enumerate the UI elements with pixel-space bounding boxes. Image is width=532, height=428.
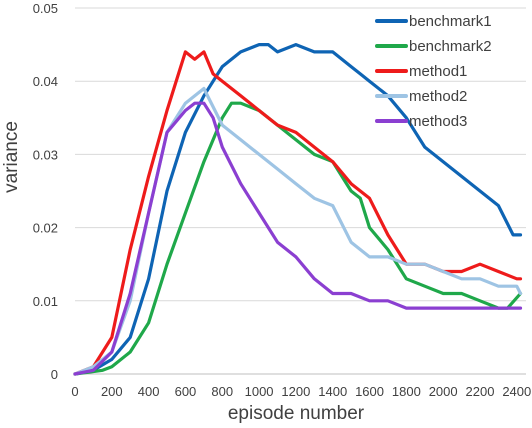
series-line-method3 (73, 101, 523, 376)
y-tick-label: 0.05 (33, 1, 58, 16)
y-tick-label: 0.04 (33, 74, 58, 89)
legend-item: method3 (375, 113, 467, 130)
x-tick-label: 200 (101, 384, 123, 399)
legend: benchmark1 benchmark2 method1 method2 method… (375, 13, 492, 130)
x-tick-label: 1600 (355, 384, 384, 399)
legend-item: benchmark1 (375, 13, 492, 30)
legend-label: method3 (409, 113, 467, 130)
x-tick-label: 600 (175, 384, 197, 399)
x-tick-label: 0 (71, 384, 78, 399)
y-tick-label: 0 (51, 367, 58, 382)
legend-label: benchmark2 (409, 38, 492, 55)
legend-label: method1 (409, 63, 467, 80)
y-tick-label: 0.01 (33, 294, 58, 309)
series-lines (73, 42, 523, 376)
legend-item: method2 (375, 88, 467, 105)
series-line-method1 (73, 50, 523, 376)
legend-item: benchmark2 (375, 38, 492, 55)
legend-item: method1 (375, 63, 467, 80)
y-axis-label: variance (1, 121, 22, 193)
legend-label: method2 (409, 88, 467, 105)
x-axis-label: episode number (228, 403, 365, 424)
x-tick-label: 1800 (392, 384, 421, 399)
x-tick-label: 1200 (281, 384, 310, 399)
x-tick-label: 1400 (318, 384, 347, 399)
y-tick-label: 0.03 (33, 147, 58, 162)
x-tick-label: 2200 (466, 384, 495, 399)
y-tick-label: 0.02 (33, 221, 58, 236)
legend-label: benchmark1 (409, 13, 492, 30)
x-tick-label: 400 (138, 384, 160, 399)
series-line-benchmark1 (73, 42, 523, 376)
tick-labels: 0 200 400 600 800 1000 1200 1400 1600 1800 2000 220… (33, 1, 532, 399)
series-line-benchmark2 (73, 101, 523, 376)
x-tick-label: 800 (211, 384, 233, 399)
gridlines (75, 7, 526, 302)
x-tick-label: 2400 (502, 384, 531, 399)
x-tick-label: 1000 (245, 384, 274, 399)
x-tick-label: 2000 (429, 384, 458, 399)
